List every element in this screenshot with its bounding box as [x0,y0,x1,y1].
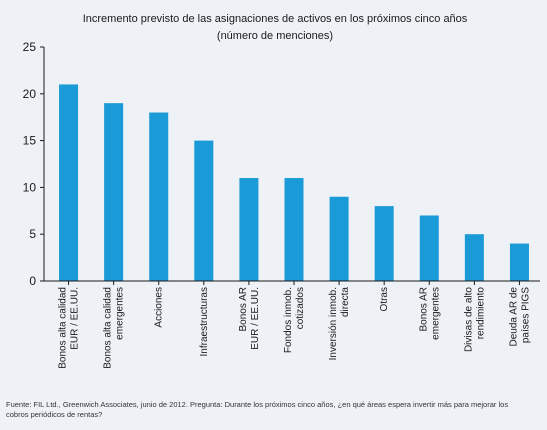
bar-chart: Incremento previsto de las asignaciones … [23,13,540,369]
y-tick-label: 15 [23,134,37,148]
x-category-label: directa [340,287,351,317]
x-category-label: rendimiento [475,287,486,340]
bar [104,103,124,281]
bars [59,84,529,285]
bar [59,84,79,281]
x-category-label: emergentes [430,287,441,340]
x-category-label: EUR / EE.UU. [250,287,261,350]
x-category-label: Bonos AR [238,287,249,331]
x-category-label: Divisas de alto [463,287,474,352]
x-category-label: países PIGS [520,287,531,343]
x-category-label: Infraestructuras [199,287,210,356]
y-tick-label: 25 [23,40,37,54]
y-tick-label: 20 [23,87,37,101]
bar [194,140,214,281]
x-category-label: Deuda AR de [508,287,519,347]
bar [419,215,439,281]
bar [149,112,169,282]
bar [464,234,484,281]
bar [374,206,394,281]
bar [284,178,304,281]
y-tick-label: 10 [23,180,37,194]
x-category-label: Otras [379,287,390,311]
x-category-label: Bonos alta calidad [58,287,69,369]
x-category-label: Acciones [154,287,165,328]
chart-subtitle: (número de menciones) [217,30,333,42]
source-note-line-1: Fuente: FIL Ltd., Greenwich Associates, … [6,400,509,409]
source-note-line-2: cobros periódicos de rentas? [6,410,103,419]
y-tick-label: 5 [29,227,36,241]
x-category-label: Inversión inmob. [328,287,339,360]
chart-title: Incremento previsto de las asignaciones … [83,13,468,25]
bar [509,243,529,281]
x-category-label: EUR / EE.UU. [70,287,81,350]
y-axis: 0 5 10 15 20 25 [23,40,45,288]
x-category-label: emergentes [115,287,126,340]
bar [239,178,259,281]
source-note: Fuente: FIL Ltd., Greenwich Associates, … [6,400,542,420]
x-category-label: cotizados [295,287,306,329]
x-category-label: Fondos inmob. [283,287,294,353]
x-axis-labels: Bonos alta calidad EUR / EE.UU. Bonos alta… [58,287,532,369]
x-category-label: Bonos alta calidad [103,287,114,369]
bar [329,196,349,281]
x-category-label: Bonos AR [418,287,429,331]
y-tick-label: 0 [29,274,36,288]
